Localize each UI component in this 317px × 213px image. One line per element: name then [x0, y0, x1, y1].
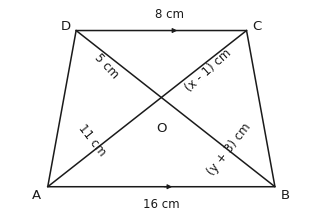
Text: B: B [280, 189, 289, 202]
Text: (x - 1) cm: (x - 1) cm [183, 46, 234, 94]
Text: 8 cm: 8 cm [155, 8, 184, 21]
Text: 5 cm: 5 cm [91, 51, 120, 81]
Text: (y + 3) cm: (y + 3) cm [205, 121, 254, 178]
Text: 16 cm: 16 cm [143, 197, 180, 210]
Text: 11 cm: 11 cm [75, 121, 108, 158]
Text: O: O [156, 122, 167, 135]
Text: D: D [60, 20, 70, 33]
Text: C: C [252, 20, 261, 33]
Text: A: A [32, 189, 41, 202]
